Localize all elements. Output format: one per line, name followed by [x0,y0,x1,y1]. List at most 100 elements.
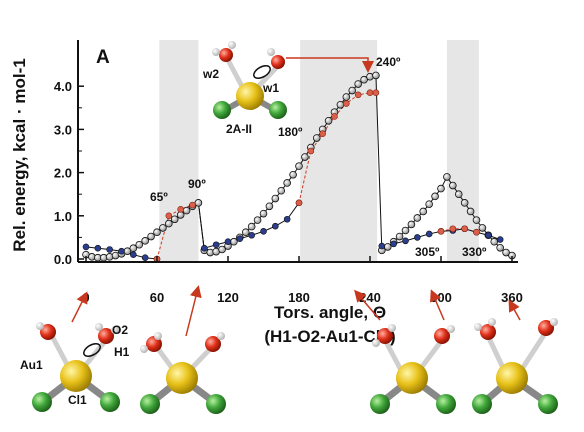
open-point [395,232,404,241]
red-point [307,147,315,155]
open-point [490,237,499,246]
open-point [312,134,321,142]
open-point [324,116,333,125]
red-point [331,113,338,120]
open-point [153,228,161,237]
red-point [461,225,468,233]
red-point [473,228,480,236]
red-point [449,225,457,233]
red-point [343,100,350,107]
panel-label-text: A [96,47,110,68]
open-point [230,237,238,246]
open-point [348,86,357,95]
y-tick-labels: 0.0 1.0 2.0 3.0 4.0 [54,79,84,267]
filled-point [402,237,409,245]
open-point [277,186,286,195]
filled-point [118,247,125,255]
filled-point [224,238,232,246]
open-point [401,226,410,235]
label-O2: O2 [112,323,128,337]
filled-point [201,244,208,252]
filled-point [94,244,102,252]
open-point [194,199,203,207]
open-point [135,240,144,249]
open-point [283,179,291,187]
label-H1: H1 [114,345,130,359]
open-point [360,75,368,84]
structure-1: Au1 O2 H1 Cl1 [20,291,130,412]
label-Cl1: Cl1 [68,393,87,407]
open-point [425,200,433,208]
x-tick-label-2: 120 [217,290,239,305]
red-point [366,89,374,96]
shaded-region-2 [446,40,479,262]
open-point [295,162,303,170]
label-Au1: Au1 [20,358,43,372]
open-point [478,224,487,232]
open-point [431,192,439,201]
filled-point [260,228,267,235]
open-point [259,209,268,218]
x-tick-label-5: 300 [430,290,452,305]
red-point [437,228,445,235]
open-point [383,243,392,251]
x-axis-sublabel: (H1-O2-Au1-Cl1) [264,327,395,346]
panel-label: A [96,47,110,68]
structure-4 [472,299,558,414]
label-2A-II: 2A-II [226,122,252,136]
red-point [295,199,303,207]
structure-3 [354,289,456,414]
open-point [466,207,475,216]
open-point [141,237,149,245]
y-axis-label: Rel. energy, kcal · mol-1 [10,58,29,251]
open-point [354,80,362,88]
open-point [460,199,469,207]
x-axis-label: Tors. angle, Θ [274,303,386,322]
red-point [177,206,184,213]
open-point [182,206,191,215]
annotation-65: 65º [150,190,168,204]
y-tick-label-2: 2.0 [54,166,72,181]
y-tick-label-0: 0.0 [54,252,72,267]
x-tick-label-6: 360 [501,290,523,305]
red-point [372,89,380,96]
annotation-305: 305º [415,245,440,259]
y-tick-label-1: 1.0 [54,209,72,224]
red-point [189,201,196,209]
label-w2: w2 [202,67,219,81]
filled-point [141,254,149,262]
open-point [289,170,297,179]
data-points [82,71,516,263]
filled-point [248,231,255,239]
open-point [147,232,155,241]
filled-point [212,241,220,249]
structure-2 [140,285,226,414]
filled-point [236,235,244,242]
drop-line-95 [197,202,205,251]
open-point [437,184,445,193]
open-point [342,93,351,101]
open-point [159,224,167,232]
open-point [419,207,428,216]
open-point [165,219,173,228]
open-point [372,71,380,80]
filled-point [485,231,492,239]
red-dashed-line-0 [156,204,193,260]
open-point [407,220,416,229]
open-point [271,194,280,203]
filled-point [82,243,90,251]
open-point [336,100,345,109]
open-point [253,216,262,224]
filled-point [378,242,386,250]
drop-line-245 [375,75,383,251]
filled-point [414,234,421,241]
open-point [265,202,274,211]
x-tick-labels: 0 60 120 180 240 300 360 [82,256,523,305]
open-point [449,181,457,190]
open-point [502,248,510,257]
red-point [319,130,326,138]
open-point [301,153,309,161]
red-point [165,212,173,220]
red-point [354,91,362,99]
filled-point [130,251,137,258]
